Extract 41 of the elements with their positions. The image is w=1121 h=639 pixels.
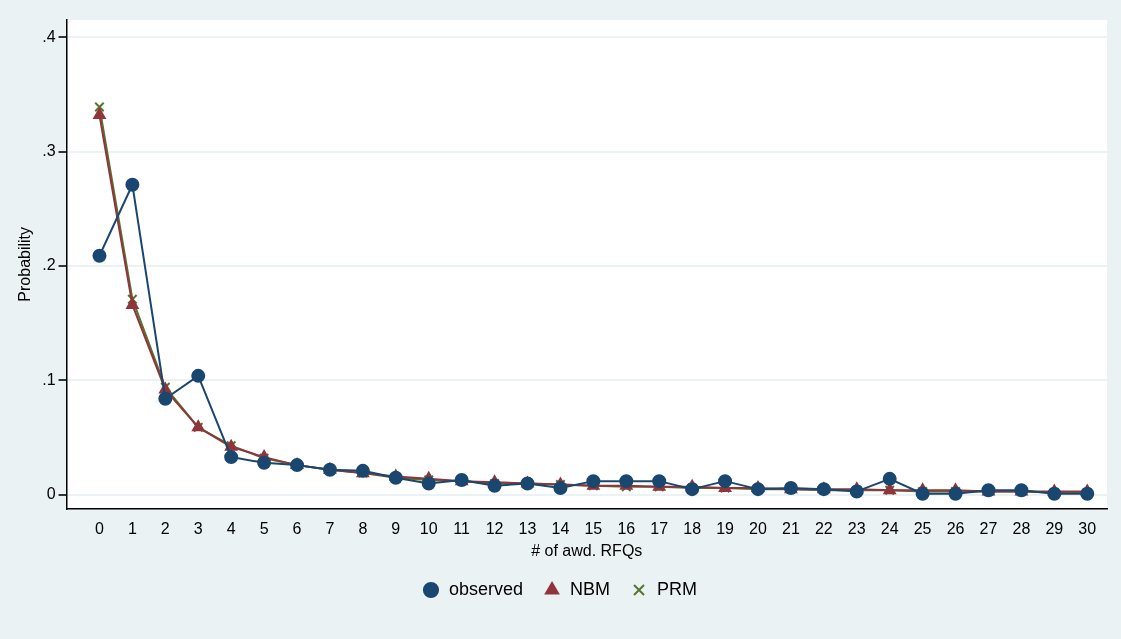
- x-tick-label: 7: [325, 519, 335, 537]
- y-tick-label: .1: [42, 370, 56, 388]
- x-tick-label: 6: [292, 519, 302, 537]
- x-tick-label: 3: [193, 519, 203, 537]
- x-tick-label: 15: [584, 519, 603, 537]
- x-tick-label: 28: [1012, 519, 1031, 537]
- x-tick-label: 10: [419, 519, 438, 537]
- x-tick-label: 16: [617, 519, 636, 537]
- x-tick-label: 1: [127, 519, 137, 537]
- legend-label: PRM: [657, 578, 698, 599]
- x-tick-label: 4: [226, 519, 236, 537]
- y-tick-label: .2: [42, 256, 56, 274]
- x-tick-label: 11: [453, 519, 471, 537]
- x-tick-label: 17: [650, 519, 669, 537]
- x-tick-label: 9: [391, 519, 401, 537]
- x-tick-label: 30: [1078, 519, 1097, 537]
- x-tick-label: 2: [160, 519, 170, 537]
- x-tick-label: 5: [259, 519, 269, 537]
- y-tick-label: .3: [42, 142, 56, 159]
- y-tick-label: 0: [46, 485, 56, 503]
- y-tick-label: .4: [42, 27, 56, 45]
- y-axis-title: Probability: [16, 226, 34, 302]
- x-tick-label: 13: [518, 519, 537, 537]
- x-tick-label: 20: [749, 519, 767, 537]
- x-tick-label: 23: [847, 519, 866, 537]
- x-tick-label: 0: [95, 519, 105, 537]
- x-tick-label: 24: [880, 519, 899, 537]
- x-axis-title: # of awd. RFQs: [531, 541, 643, 559]
- x-tick-label: 21: [782, 519, 800, 537]
- x-tick-label: 25: [913, 519, 932, 537]
- x-tick-label: 26: [946, 519, 965, 537]
- x-tick-label: 8: [358, 519, 368, 537]
- legend-label: NBM: [570, 578, 611, 599]
- x-tick-label: 22: [814, 519, 833, 537]
- x-tick-label: 12: [485, 519, 504, 537]
- x-tick-label: 27: [979, 519, 998, 537]
- legend-label: observed: [448, 578, 524, 599]
- x-tick-label: 18: [683, 519, 702, 537]
- x-tick-label: 19: [716, 519, 735, 537]
- x-tick-label: 14: [551, 519, 570, 537]
- x-tick-label: 29: [1045, 519, 1064, 537]
